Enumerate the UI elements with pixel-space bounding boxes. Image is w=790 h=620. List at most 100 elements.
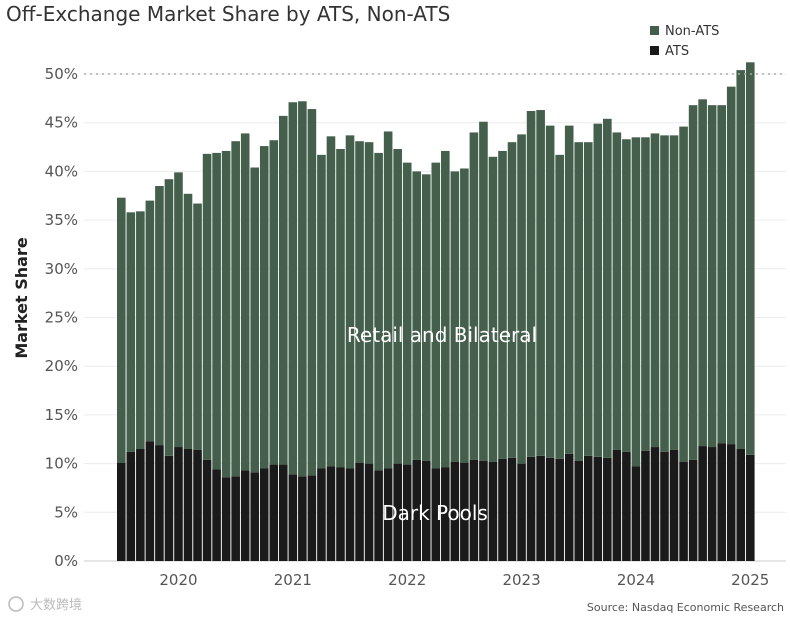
bar-ats — [517, 463, 526, 561]
bar-non-ats — [212, 152, 221, 470]
bar-non-ats — [641, 137, 650, 451]
bar-non-ats — [174, 172, 183, 448]
bar-ats — [469, 459, 479, 561]
source-note: Source: Nasdaq Economic Research — [587, 601, 784, 614]
bar-ats — [507, 457, 517, 561]
bar-non-ats — [441, 150, 450, 468]
bar-ats — [603, 457, 612, 561]
bar-non-ats — [117, 197, 126, 463]
bar-ats — [698, 446, 707, 561]
y-tick-label: 5% — [54, 503, 78, 521]
y-axis-label: Market Share — [12, 237, 31, 358]
bar-ats — [641, 450, 650, 561]
bar-non-ats — [450, 171, 460, 462]
bar-non-ats — [669, 135, 679, 450]
x-tick-label: 2025 — [731, 571, 769, 589]
x-tick-label: 2023 — [502, 571, 540, 589]
bar-ats — [336, 467, 345, 561]
bar-ats — [669, 449, 679, 561]
annotation-retail-bilateral: Retail and Bilateral — [347, 323, 537, 347]
x-tick-label: 2021 — [274, 571, 312, 589]
bar-non-ats — [507, 142, 517, 458]
bar-ats — [707, 447, 717, 561]
bar-ats — [555, 458, 564, 561]
y-tick-label: 30% — [45, 260, 78, 278]
bar-ats — [688, 459, 698, 561]
bar-non-ats — [279, 115, 288, 465]
bar-non-ats — [259, 146, 269, 469]
bar-non-ats — [126, 212, 136, 452]
bar-ats — [421, 460, 431, 561]
bar-ats — [326, 466, 336, 561]
bar-non-ats — [221, 150, 231, 478]
y-tick-label: 40% — [45, 162, 78, 180]
bar-non-ats — [526, 111, 536, 457]
x-tick-label: 2024 — [617, 571, 655, 589]
bar-ats — [355, 462, 364, 561]
bar-non-ats — [240, 133, 250, 471]
bar-ats — [631, 466, 641, 561]
y-tick-label: 45% — [45, 114, 78, 132]
bar-non-ats — [707, 105, 717, 448]
bar-non-ats — [374, 152, 383, 471]
bar-non-ats — [431, 162, 441, 469]
bar-ats — [298, 476, 307, 561]
bar-non-ats — [326, 136, 336, 467]
bar-non-ats — [393, 148, 402, 464]
bar-non-ats — [183, 193, 193, 449]
bar-ats — [250, 472, 260, 561]
bar-ats — [193, 449, 202, 561]
bar-ats — [622, 451, 631, 561]
bar-ats — [679, 461, 688, 561]
bar-ats — [612, 449, 622, 561]
bar-non-ats — [136, 211, 145, 449]
bar-ats — [117, 462, 126, 561]
y-tick-label: 35% — [45, 211, 78, 229]
y-tick-label: 10% — [45, 455, 78, 473]
bar-ats — [574, 460, 584, 561]
y-tick-label: 50% — [45, 65, 78, 83]
bar-ats — [383, 468, 393, 561]
bar-non-ats — [583, 142, 593, 456]
bar-non-ats — [698, 99, 707, 447]
bar-ats — [393, 463, 402, 561]
bar-ats — [259, 468, 269, 561]
bar-non-ats — [498, 150, 507, 459]
bar-ats — [345, 468, 355, 561]
bar-ats — [726, 444, 736, 561]
bar-non-ats — [726, 86, 736, 445]
bar-ats — [269, 464, 279, 561]
bar-ats — [307, 475, 317, 561]
bar-non-ats — [717, 105, 726, 444]
bar-non-ats — [231, 141, 240, 477]
bar-ats — [202, 459, 212, 561]
bar-non-ats — [612, 132, 622, 450]
bar-non-ats — [250, 167, 260, 473]
bar-non-ats — [269, 140, 279, 465]
bar-non-ats — [736, 70, 746, 449]
bar-ats — [536, 455, 545, 561]
bar-non-ats — [488, 156, 498, 462]
bar-non-ats — [469, 132, 479, 460]
bar-non-ats — [631, 137, 641, 467]
bar-non-ats — [193, 203, 202, 450]
bar-ats — [279, 464, 288, 561]
bar-non-ats — [355, 141, 364, 463]
bar-ats — [441, 467, 450, 561]
bar-non-ats — [383, 131, 393, 469]
bar-ats — [650, 447, 660, 561]
bar-ats — [412, 459, 422, 561]
watermark-logo-icon — [8, 596, 24, 612]
bar-ats — [174, 447, 183, 561]
bar-non-ats — [593, 123, 603, 457]
bar-non-ats — [145, 200, 155, 442]
bar-non-ats — [202, 153, 212, 460]
bar-non-ats — [564, 125, 574, 454]
bar-non-ats — [679, 126, 688, 462]
chart-title: Off-Exchange Market Share by ATS, Non-AT… — [6, 2, 451, 26]
bar-non-ats — [155, 186, 164, 446]
y-tick-label: 15% — [45, 406, 78, 424]
bar-non-ats — [745, 62, 755, 455]
